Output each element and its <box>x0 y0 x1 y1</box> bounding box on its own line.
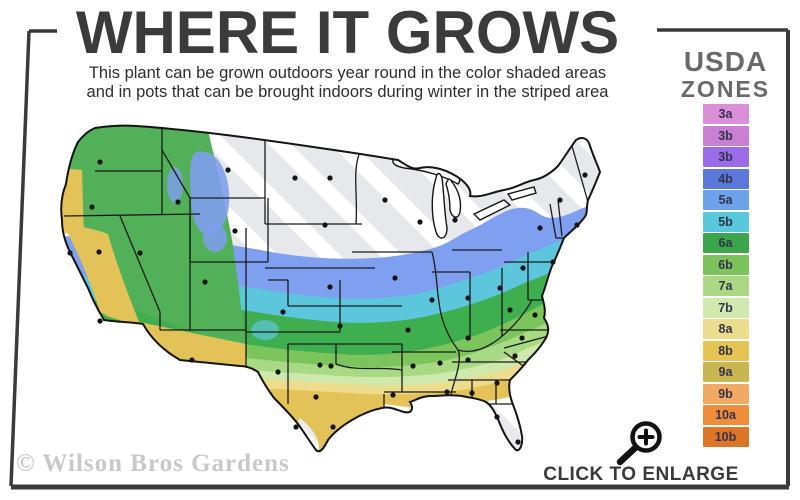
state-lines <box>63 127 590 418</box>
city-dot <box>469 390 475 396</box>
city-dot <box>327 284 333 290</box>
city-dot <box>292 175 298 181</box>
subtitle: This plant can be grown outdoors year ro… <box>40 64 655 102</box>
city-dot <box>465 357 471 363</box>
city-dot <box>189 357 195 363</box>
city-dot <box>532 312 538 318</box>
city-dot <box>317 362 323 368</box>
city-dot <box>465 295 471 301</box>
city-dot <box>97 159 103 165</box>
zone-swatch-7b-9: 7b <box>702 297 749 318</box>
city-dot <box>515 439 521 445</box>
city-dot <box>582 172 588 178</box>
subtitle-line-2: and in pots that can be brought indoors … <box>86 83 609 101</box>
city-dot <box>97 318 103 324</box>
magnifier-icon[interactable] <box>616 421 662 466</box>
city-dot <box>507 307 513 313</box>
city-dot <box>382 197 388 203</box>
zone-swatch-3a-0: 3a <box>702 104 749 124</box>
city-dot <box>392 275 398 281</box>
city-dot <box>574 222 580 228</box>
city-dot <box>497 285 503 291</box>
city-dot <box>494 414 500 420</box>
city-dot <box>429 297 435 303</box>
page-title: WHERE IT GROWS <box>75 0 620 66</box>
city-dot <box>520 265 526 271</box>
city-dot <box>465 335 471 341</box>
watermark: © Wilson Bros Gardens <box>16 450 290 477</box>
zone-swatch-8b-11: 8b <box>702 340 749 361</box>
city-dot <box>519 335 525 341</box>
zone-swatch-6b-7: 6b <box>702 254 749 275</box>
city-dot <box>437 360 443 366</box>
zone-swatch-6a-6: 6a <box>702 233 749 253</box>
zone-swatch-10a-14: 10a <box>702 405 749 425</box>
zone-list: 3a 3b 3b 4b 5a 5b 6a 6b 7a 7b 8a 8b 9a 9b 10a 10b <box>679 104 772 448</box>
california-gold <box>62 222 140 324</box>
city-dot <box>232 228 238 234</box>
city-dot <box>280 309 286 315</box>
city-dot <box>410 363 416 369</box>
city-dot <box>444 389 450 395</box>
city-dot <box>275 369 281 375</box>
city-dot <box>313 394 319 400</box>
zone-swatch-9b-13: 9b <box>702 383 749 404</box>
zone-swatch-7a-8: 7a <box>702 276 749 296</box>
city-dot <box>494 380 500 386</box>
zone-bands <box>61 125 600 452</box>
city-dot <box>550 259 556 265</box>
city-dot <box>96 249 102 255</box>
city-dot <box>322 222 328 228</box>
zone-swatch-10b-15: 10b <box>702 426 749 447</box>
city-dot <box>537 225 543 231</box>
city-dot <box>328 363 334 369</box>
city-dot <box>293 424 299 430</box>
zone-swatch-5a-4: 5a <box>702 190 749 210</box>
legend-title-zones: ZONES <box>680 76 771 102</box>
city-dot <box>557 197 563 203</box>
zone-swatch-9a-12: 9a <box>702 362 749 382</box>
city-dot <box>175 199 181 205</box>
zone-swatch-4b-3: 4b <box>702 168 749 189</box>
city-dot <box>67 250 73 256</box>
city-dot <box>89 204 95 210</box>
city-dot <box>202 279 208 285</box>
city-dots <box>67 159 588 445</box>
legend-title-usda: USDA <box>683 46 768 77</box>
zone-swatch-3b-2: 3b <box>702 147 749 167</box>
frame-border <box>9 28 790 490</box>
city-dot <box>327 175 333 181</box>
city-dot <box>452 217 458 223</box>
zone-swatch-5b-5: 5b <box>702 211 749 232</box>
zone-swatch-8a-10: 8a <box>702 319 749 339</box>
city-dot <box>405 327 411 333</box>
city-dot <box>512 353 518 359</box>
city-dot <box>137 250 143 256</box>
city-dot <box>417 219 423 225</box>
zone-swatch-3b-1: 3b <box>702 125 749 146</box>
city-dot <box>337 323 343 329</box>
city-dot <box>390 392 396 398</box>
click-to-enlarge-label[interactable]: CLICK TO ENLARGE <box>543 464 739 485</box>
subtitle-line-1: This plant can be grown outdoors year ro… <box>88 64 607 82</box>
city-dot <box>330 424 336 430</box>
city-dot <box>225 167 231 173</box>
